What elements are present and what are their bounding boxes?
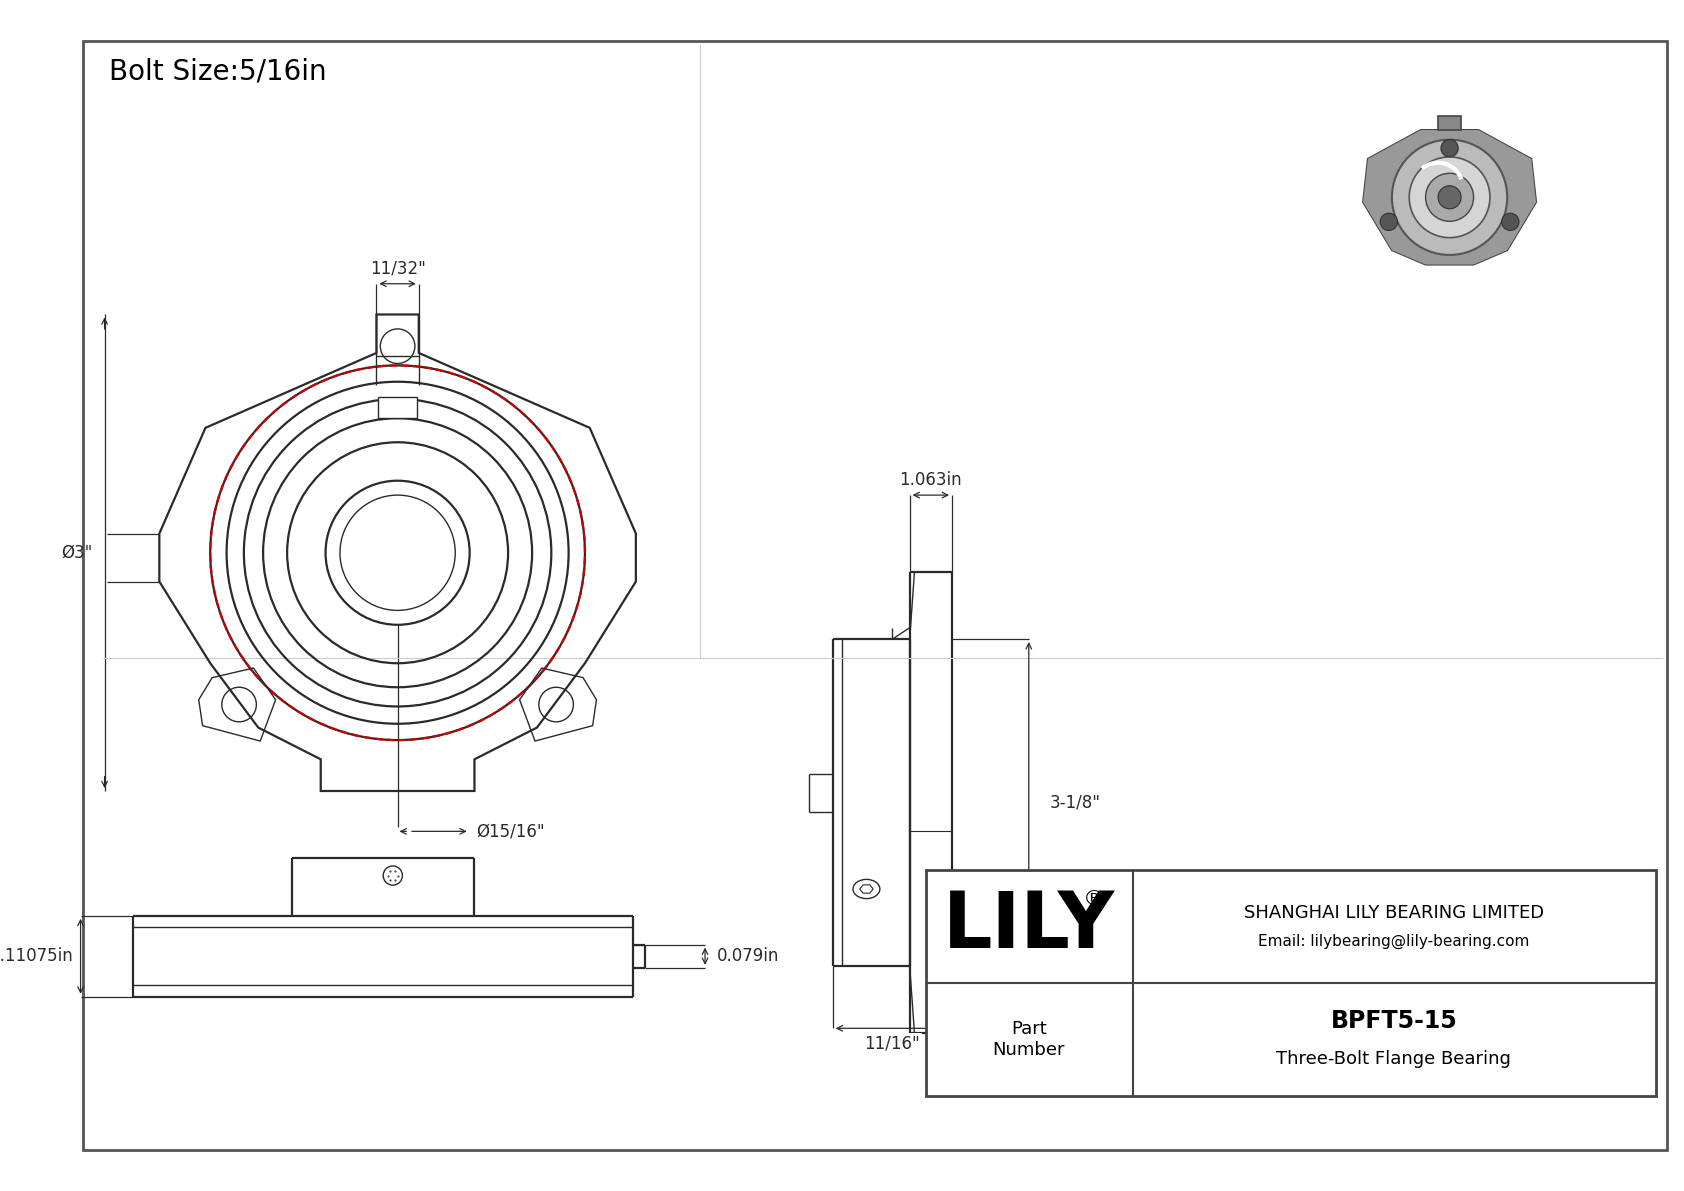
Text: Part
Number: Part Number xyxy=(992,1021,1064,1059)
FancyBboxPatch shape xyxy=(84,40,1667,1151)
Polygon shape xyxy=(1362,130,1536,264)
Circle shape xyxy=(1426,173,1474,222)
Text: 0.079in: 0.079in xyxy=(717,947,780,965)
Circle shape xyxy=(1393,139,1507,255)
FancyBboxPatch shape xyxy=(926,869,1655,1096)
Text: 11/16": 11/16" xyxy=(864,1035,919,1053)
Text: 1.063in: 1.063in xyxy=(899,470,962,488)
Text: Email: lilybearing@lily-bearing.com: Email: lilybearing@lily-bearing.com xyxy=(1258,934,1529,949)
Text: 1.11075in: 1.11075in xyxy=(0,947,72,965)
Text: Three-Bolt Flange Bearing: Three-Bolt Flange Bearing xyxy=(1276,1050,1511,1068)
Text: Ø15/16": Ø15/16" xyxy=(477,822,546,841)
FancyBboxPatch shape xyxy=(379,397,418,418)
Text: Bolt Size:5/16in: Bolt Size:5/16in xyxy=(109,58,327,86)
Polygon shape xyxy=(1362,130,1536,264)
Text: 11/32": 11/32" xyxy=(370,260,426,278)
Circle shape xyxy=(1438,186,1462,208)
Text: SHANGHAI LILY BEARING LIMITED: SHANGHAI LILY BEARING LIMITED xyxy=(1244,904,1544,922)
Text: LILY: LILY xyxy=(943,887,1115,964)
Circle shape xyxy=(1381,213,1398,231)
Circle shape xyxy=(1442,139,1458,157)
Text: ®: ® xyxy=(1083,888,1105,909)
Text: BPFT5-15: BPFT5-15 xyxy=(1330,1009,1457,1033)
Text: Ø3": Ø3" xyxy=(62,544,93,562)
Circle shape xyxy=(1502,213,1519,231)
Circle shape xyxy=(1410,157,1490,238)
Polygon shape xyxy=(1438,116,1462,130)
Text: 3-1/8": 3-1/8" xyxy=(1049,793,1100,811)
